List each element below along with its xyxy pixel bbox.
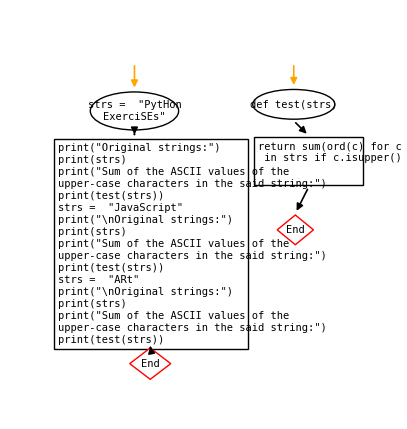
- Polygon shape: [277, 215, 313, 245]
- Text: print("Original strings:")
print(strs)
print("Sum of the ASCII values of the
upp: print("Original strings:") print(strs) p…: [58, 143, 326, 345]
- Text: End: End: [286, 225, 305, 235]
- Polygon shape: [130, 348, 171, 379]
- Bar: [54, 139, 248, 349]
- Text: End: End: [141, 359, 160, 369]
- Text: return sum(ord(c) for c
 in strs if c.isupper(): return sum(ord(c) for c in strs if c.isu…: [258, 141, 402, 163]
- Ellipse shape: [90, 92, 179, 130]
- Bar: [254, 137, 363, 185]
- Text: strs =  "PytHon
ExerciSEs": strs = "PytHon ExerciSEs": [88, 100, 182, 122]
- Text: def test(strs): def test(strs): [250, 100, 337, 109]
- Ellipse shape: [253, 90, 335, 119]
